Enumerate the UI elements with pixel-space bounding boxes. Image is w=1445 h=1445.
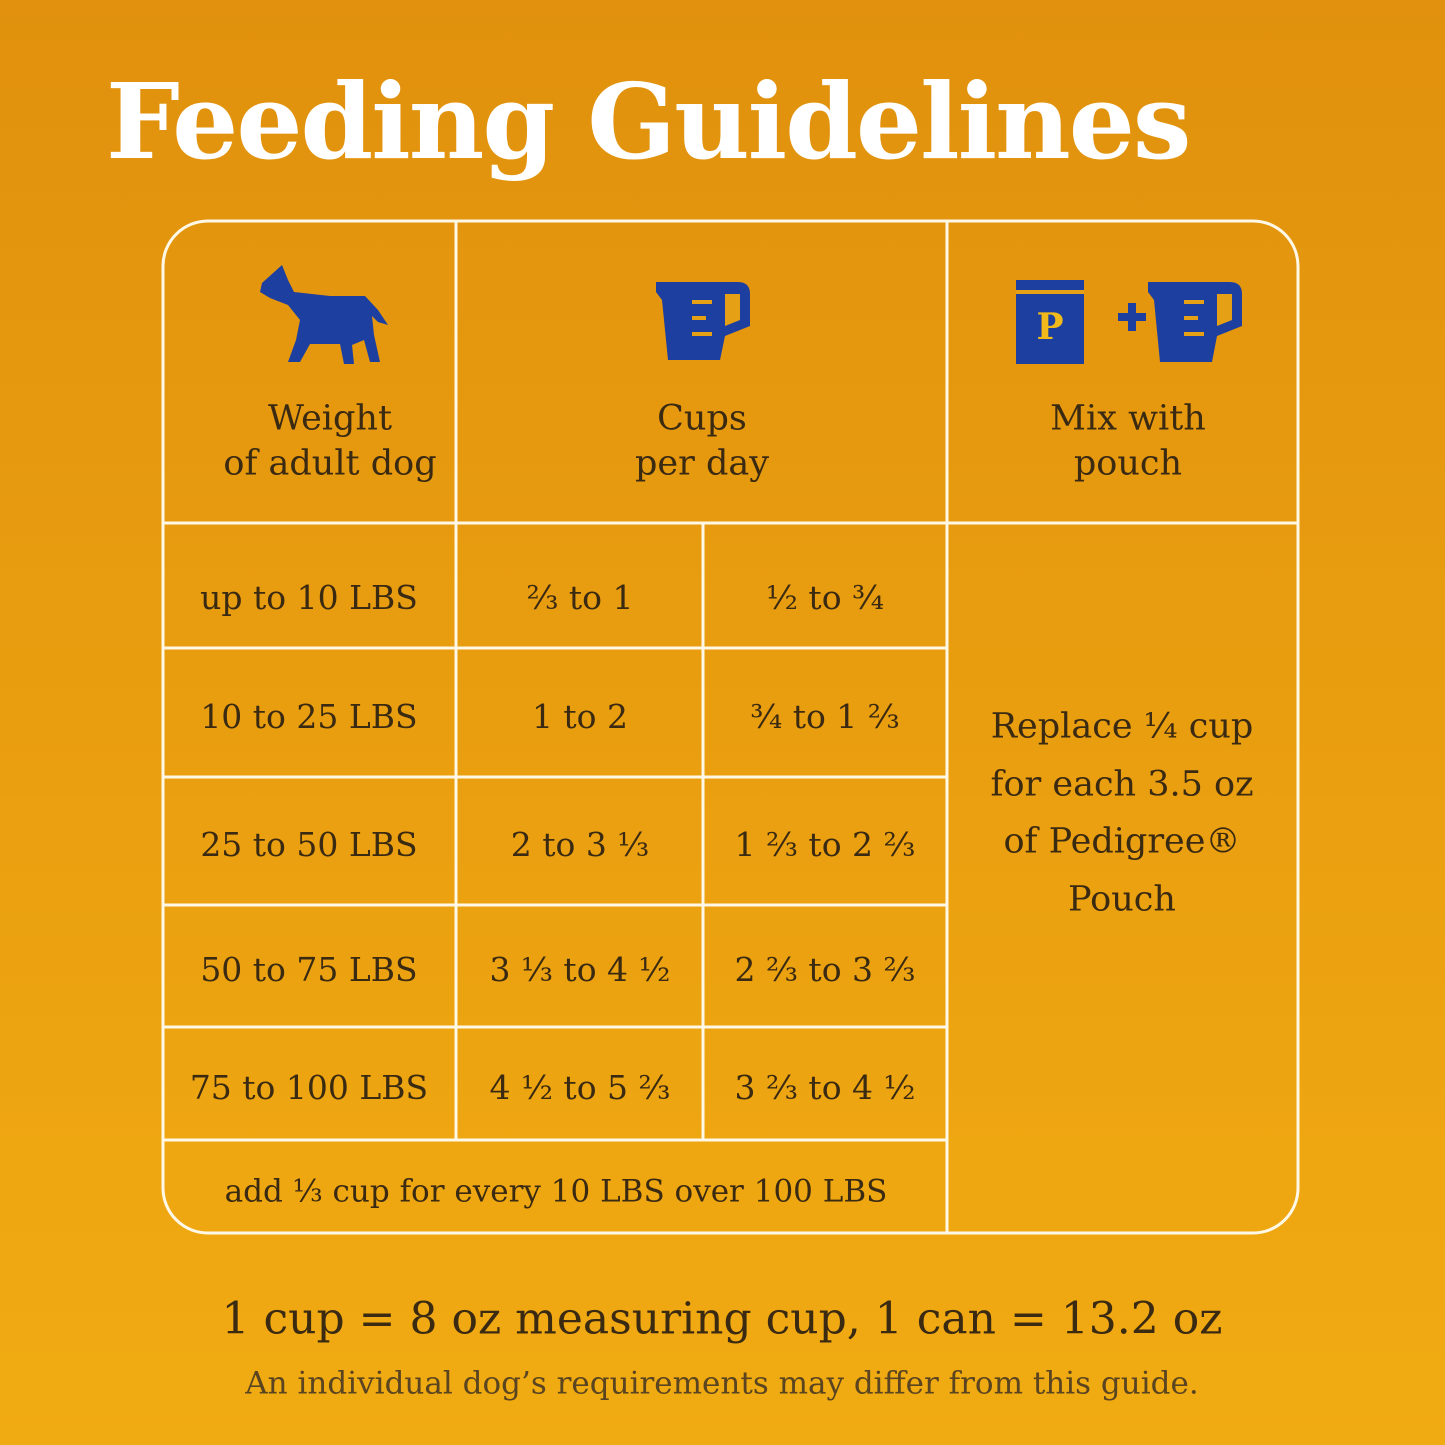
mix-note: Pouch [1068, 880, 1176, 920]
weight-cell: 10 to 25 LBS [200, 697, 417, 736]
cups-cell: 1 to 2 [532, 697, 628, 736]
mix-cups-cell: 1 ²⁄₃ to 2 ²⁄₃ [734, 825, 915, 864]
mix-note: for each 3.5 oz [990, 765, 1253, 805]
header-cups: per day [635, 444, 769, 484]
header-weight: of adult dog [223, 444, 436, 484]
mix-note: Replace ¼ cup [991, 707, 1254, 747]
cups-cell: ²⁄₃ to 1 [526, 578, 633, 617]
dog-icon [260, 265, 388, 364]
header-mix: Mix with [1050, 399, 1206, 439]
cup-icon-small [1148, 282, 1242, 362]
weight-cell: 25 to 50 LBS [200, 825, 417, 864]
cups-cell: 2 to 3 ¹⁄₃ [511, 825, 650, 864]
mix-cups-cell: 2 ²⁄₃ to 3 ²⁄₃ [734, 950, 915, 989]
pouch-logo: P [1036, 306, 1063, 348]
pouch-icon: P [1016, 280, 1084, 364]
disclaimer: An individual dog’s requirements may dif… [244, 1366, 1198, 1402]
plus-icon [1118, 303, 1146, 331]
table-body: up to 10 LBS ²⁄₃ to 1 ¹⁄₂ to ³⁄₄ 10 to 25 L… [190, 578, 916, 1107]
title: Feeding Guidelines [106, 60, 1189, 183]
weight-cell: up to 10 LBS [200, 578, 418, 617]
conversion: 1 cup = 8 oz measuring cup, 1 can = 13.2… [222, 1294, 1223, 1345]
header-mix: pouch [1074, 444, 1182, 484]
weight-cell: 50 to 75 LBS [200, 950, 417, 989]
table-grid [163, 221, 1298, 1233]
mix-note: of Pedigree® [1003, 822, 1240, 862]
header-weight: Weight [268, 399, 392, 439]
cups-cell: 4 ¹⁄₂ to 5 ²⁄₃ [489, 1068, 670, 1107]
header-cups: Cups [657, 399, 747, 439]
cups-cell: 3 ¹⁄₃ to 4 ¹⁄₂ [489, 950, 670, 989]
mix-cups-cell: ³⁄₄ to 1 ²⁄₃ [750, 697, 900, 736]
weight-cell: 75 to 100 LBS [190, 1068, 428, 1107]
table-frame [161, 219, 1300, 1235]
footer-row: add ¹⁄₃ cup for every 10 LBS over 100 LB… [225, 1174, 888, 1210]
cup-icon [656, 282, 750, 360]
mix-cups-cell: ¹⁄₂ to ³⁄₄ [766, 578, 884, 617]
mix-cups-cell: 3 ²⁄₃ to 4 ¹⁄₂ [734, 1068, 915, 1107]
